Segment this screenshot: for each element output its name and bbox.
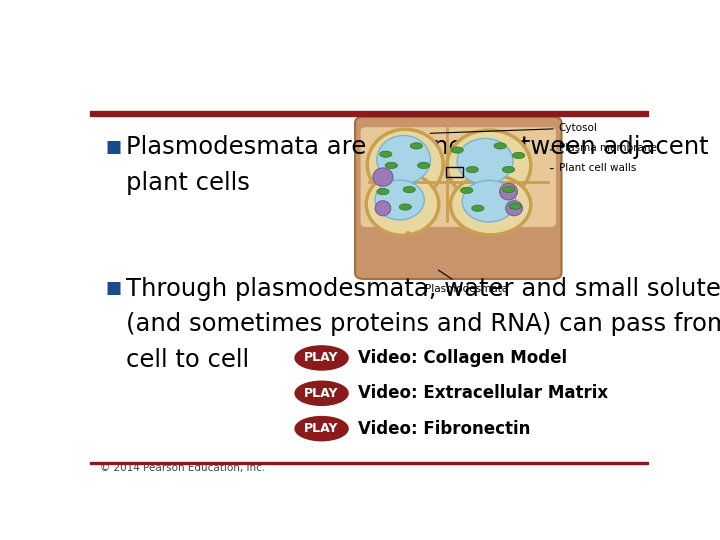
Ellipse shape [410, 143, 423, 149]
Text: plant cells: plant cells [126, 171, 250, 195]
Ellipse shape [295, 346, 348, 370]
Ellipse shape [447, 130, 531, 201]
Ellipse shape [403, 186, 415, 193]
Ellipse shape [500, 183, 518, 200]
Ellipse shape [373, 168, 393, 186]
Ellipse shape [295, 416, 348, 441]
Text: cell to cell: cell to cell [126, 348, 249, 372]
Ellipse shape [367, 129, 444, 200]
Text: ■: ■ [106, 279, 122, 297]
Ellipse shape [375, 180, 424, 220]
Ellipse shape [377, 136, 431, 184]
FancyBboxPatch shape [355, 117, 562, 279]
Ellipse shape [466, 166, 478, 173]
Ellipse shape [461, 187, 473, 193]
Ellipse shape [438, 238, 444, 241]
Ellipse shape [375, 201, 391, 216]
Ellipse shape [366, 173, 438, 235]
Ellipse shape [483, 246, 489, 250]
Ellipse shape [505, 231, 511, 235]
Ellipse shape [451, 175, 531, 235]
Ellipse shape [462, 180, 516, 222]
FancyBboxPatch shape [361, 127, 556, 227]
Ellipse shape [405, 231, 411, 235]
Ellipse shape [389, 246, 394, 250]
Text: © 2014 Pearson Education, Inc.: © 2014 Pearson Education, Inc. [100, 463, 265, 473]
Ellipse shape [451, 147, 463, 153]
Text: Plant cell walls: Plant cell walls [550, 163, 636, 173]
Ellipse shape [379, 151, 392, 157]
Text: ■: ■ [106, 138, 122, 156]
Ellipse shape [399, 204, 411, 210]
Ellipse shape [503, 186, 515, 193]
Bar [90, 462, 648, 464]
Ellipse shape [509, 203, 521, 210]
Ellipse shape [457, 138, 513, 184]
Text: (and sometimes proteins and RNA) can pass from: (and sometimes proteins and RNA) can pas… [126, 312, 720, 336]
Ellipse shape [295, 381, 348, 406]
Text: Cytosol: Cytosol [431, 123, 598, 133]
Bar [90, 111, 648, 116]
Ellipse shape [377, 188, 389, 195]
Ellipse shape [503, 166, 515, 173]
Text: Through plasmodesmata, water and small solutes: Through plasmodesmata, water and small s… [126, 277, 720, 301]
Bar [446, 167, 463, 177]
Ellipse shape [494, 143, 506, 149]
Ellipse shape [505, 201, 523, 216]
Text: PLAY: PLAY [305, 422, 339, 435]
Ellipse shape [418, 163, 430, 168]
Ellipse shape [513, 152, 525, 159]
Ellipse shape [472, 205, 484, 211]
Text: Video: Fibronectin: Video: Fibronectin [358, 420, 530, 437]
Ellipse shape [472, 233, 478, 238]
Text: Video: Collagen Model: Video: Collagen Model [358, 349, 567, 367]
Text: Plasma membrane: Plasma membrane [550, 143, 657, 153]
Text: PLAY: PLAY [305, 387, 339, 400]
Text: Plasmodesmata: Plasmodesmata [425, 270, 508, 294]
Text: Video: Extracellular Matrix: Video: Extracellular Matrix [358, 384, 608, 402]
Text: Plasmodesmata are channels between adjacent: Plasmodesmata are channels between adjac… [126, 136, 709, 159]
Ellipse shape [385, 163, 397, 168]
Text: PLAY: PLAY [305, 352, 339, 365]
